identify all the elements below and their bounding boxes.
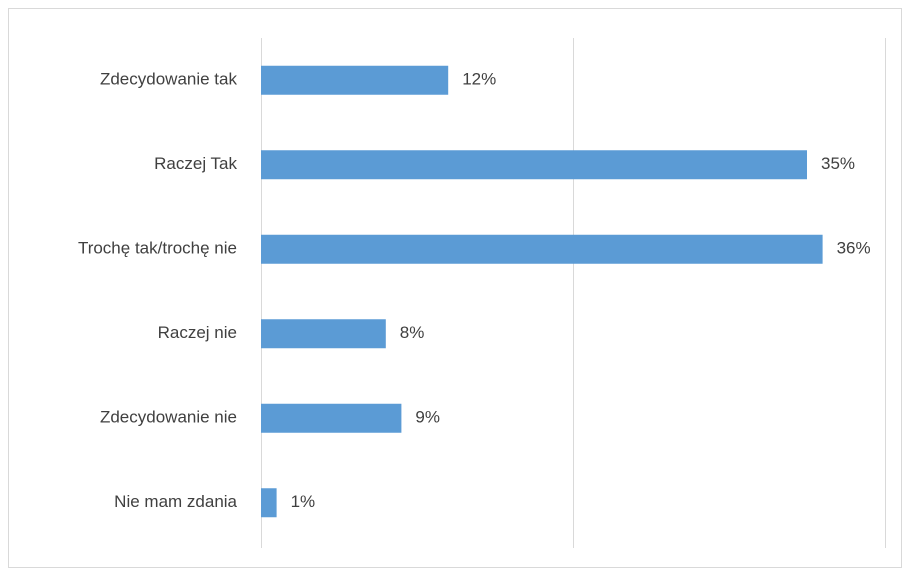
category-label-2: Trochę tak/trochę nie xyxy=(78,239,237,258)
value-label-1: 35% xyxy=(821,154,855,173)
bar-3 xyxy=(261,319,386,349)
value-label-5: 1% xyxy=(291,492,316,511)
value-label-3: 8% xyxy=(400,323,425,342)
bar-1 xyxy=(261,150,807,180)
value-label-4: 9% xyxy=(415,408,440,427)
category-label-0: Zdecydowanie tak xyxy=(100,70,238,89)
category-label-4: Zdecydowanie nie xyxy=(100,408,237,427)
bar-2 xyxy=(261,234,823,264)
category-labels: Zdecydowanie tak Raczej Tak Trochę tak/tro… xyxy=(78,70,238,512)
category-label-1: Raczej Tak xyxy=(154,154,237,173)
bar-4 xyxy=(261,403,402,433)
category-label-3: Raczej nie xyxy=(158,323,237,342)
bar-0 xyxy=(261,65,449,95)
value-label-2: 36% xyxy=(837,239,871,258)
gridlines xyxy=(261,38,886,548)
chart-frame xyxy=(8,8,902,568)
bars xyxy=(261,65,823,518)
bar-5 xyxy=(261,488,277,518)
category-label-5: Nie mam zdania xyxy=(114,492,237,511)
value-labels: 12% 35% 36% 8% 9% 1% xyxy=(291,70,871,512)
value-label-0: 12% xyxy=(462,70,496,89)
